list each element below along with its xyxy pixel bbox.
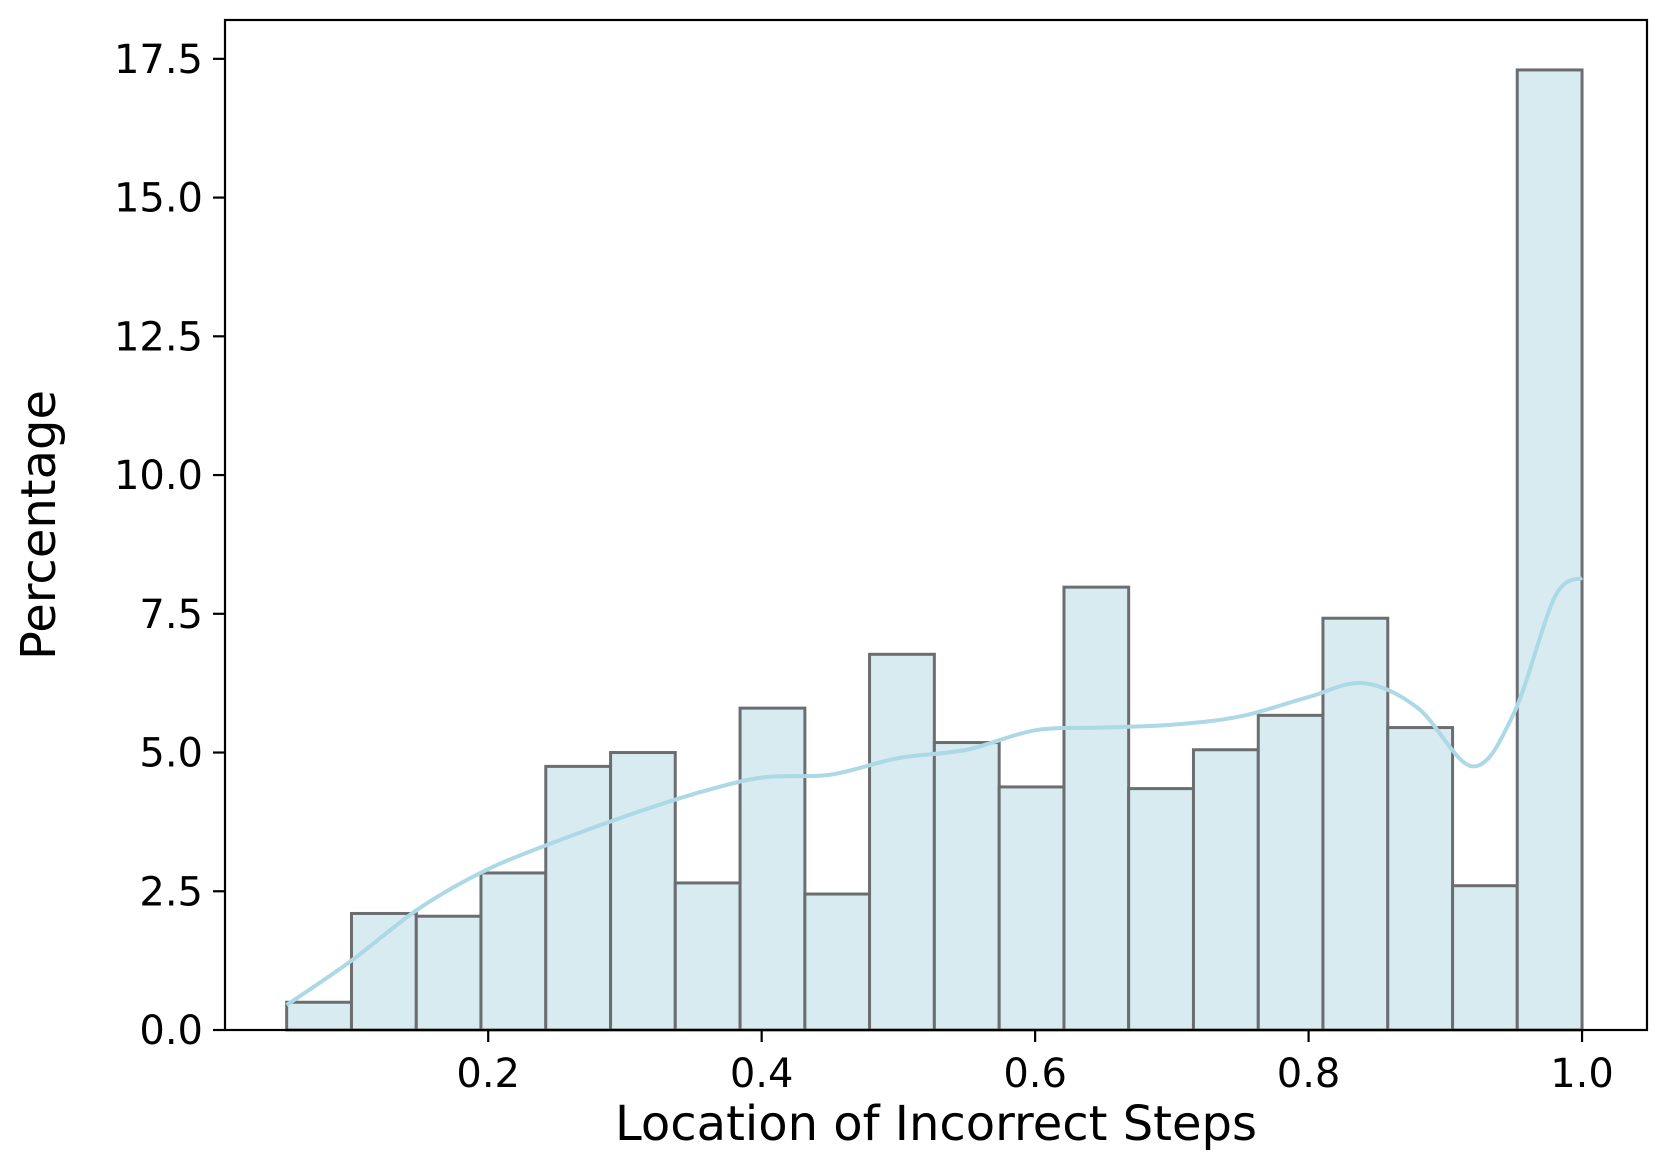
histogram-bar	[349, 911, 418, 1032]
histogram-bar	[544, 764, 613, 1032]
histogram-bar	[1191, 748, 1260, 1032]
histogram-bar	[1127, 787, 1195, 1032]
y-axis-label: Percentage	[11, 390, 67, 660]
x-axis-ticks: 0.2 0.4 0.6 0.8 1.0	[456, 1030, 1614, 1097]
y-tick-label: 0.0	[139, 1008, 203, 1054]
histogram-bar	[1515, 68, 1584, 1032]
y-tick-label: 12.5	[114, 314, 203, 360]
histogram-bar	[932, 741, 1001, 1032]
histogram-bar	[609, 751, 677, 1032]
y-tick-label: 5.0	[139, 731, 203, 777]
histogram-bar	[868, 652, 936, 1032]
bars-group	[285, 68, 1584, 1032]
plot-frame	[223, 18, 1649, 1032]
x-tick-label: 0.2	[456, 1051, 520, 1097]
histogram-bar	[803, 892, 872, 1032]
histogram-bar	[673, 881, 742, 1032]
x-axis-label: Location of Incorrect Steps	[615, 1096, 1257, 1152]
kde-curve	[285, 575, 1584, 1007]
x-tick-label: 0.8	[1277, 1051, 1341, 1097]
y-tick-label: 10.0	[114, 453, 203, 499]
histogram-bar	[1062, 585, 1131, 1032]
y-axis-ticks: 0.0 2.5 5.0 7.5 10.0 12.5 15.0 17.5	[114, 37, 225, 1054]
histogram-bar	[285, 1000, 353, 1032]
x-tick-label: 0.6	[1003, 1051, 1067, 1097]
x-tick-label: 0.4	[730, 1051, 794, 1097]
histogram-bar	[1256, 713, 1325, 1032]
x-tick-label: 1.0	[1550, 1051, 1614, 1097]
y-tick-label: 15.0	[114, 176, 203, 222]
histogram-bar	[997, 785, 1066, 1032]
y-tick-label: 17.5	[114, 37, 203, 83]
histogram-bar	[1386, 726, 1455, 1032]
histogram-bar	[1321, 616, 1390, 1032]
histogram-bar	[738, 706, 807, 1032]
y-tick-label: 2.5	[139, 869, 203, 915]
histogram-bar	[479, 871, 548, 1032]
histogram-bar	[414, 914, 483, 1032]
y-tick-label: 7.5	[139, 592, 203, 638]
histogram-bar	[1451, 884, 1519, 1032]
